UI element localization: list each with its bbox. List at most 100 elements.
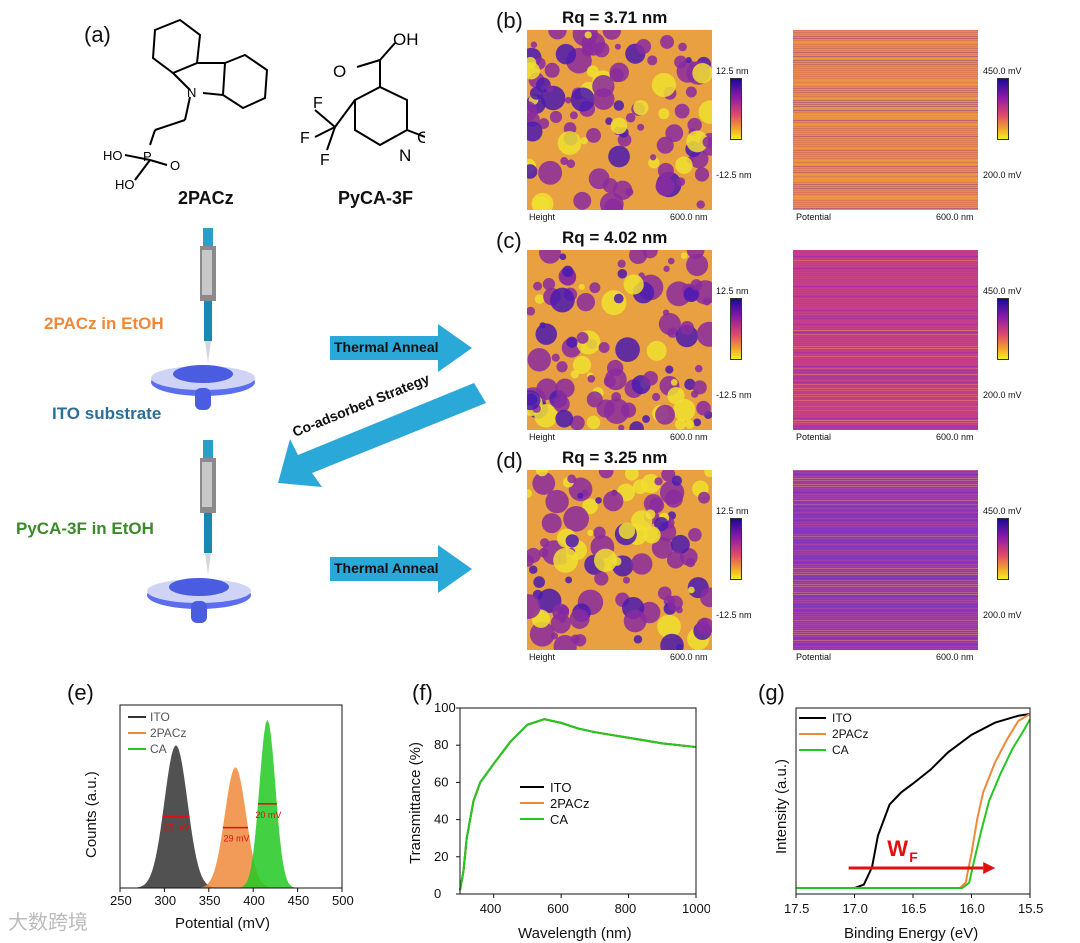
- y-axis-label: Intensity (a.u.): [773, 759, 790, 854]
- height-map-grain: [549, 110, 563, 124]
- height-map-grain: [618, 424, 625, 430]
- height-map-grain: [546, 85, 554, 93]
- height-map-grain: [532, 472, 556, 495]
- watermark: 大数跨境: [8, 912, 88, 934]
- height-map-grain: [540, 85, 566, 111]
- potential-map-line: [793, 530, 978, 531]
- height-map-grain: [535, 323, 558, 345]
- potential-map-line: [793, 70, 978, 71]
- colorbar-max: 12.5 nm: [716, 286, 749, 296]
- potential-map-line: [793, 180, 978, 181]
- potential-map-line: [793, 524, 978, 525]
- potential-map-line: [793, 208, 978, 209]
- distribution-ITO: [120, 745, 342, 888]
- height-map-grain: [680, 252, 688, 259]
- potential-map-line: [793, 168, 978, 169]
- legend-label: 2PACz: [150, 726, 186, 740]
- height-map-grain: [559, 253, 567, 261]
- potential-map-line: [793, 642, 978, 643]
- height-map-grain: [612, 556, 622, 566]
- y-axis-label: Transmittance (%): [407, 742, 424, 864]
- height-map-grain: [622, 576, 630, 584]
- potential-map-line: [793, 378, 978, 379]
- potential-map-bg: [793, 30, 978, 210]
- arrow-anneal-1: [330, 324, 472, 372]
- potential-map-line: [793, 42, 978, 43]
- potential-map-line: [793, 488, 978, 489]
- potential-map-line: [793, 82, 978, 83]
- potential-map-line: [793, 150, 978, 151]
- legend-label: 2PACz: [832, 727, 868, 741]
- height-map-grain: [593, 526, 606, 539]
- x-tick-label: 450: [288, 893, 310, 908]
- height-map-grain: [527, 390, 541, 411]
- step-ito-label: ITO substrate: [52, 404, 162, 423]
- potential-map-line: [793, 606, 978, 607]
- height-map-grain: [673, 398, 696, 422]
- height-map-grain: [696, 400, 711, 416]
- wf-label-sub: F: [909, 849, 918, 865]
- height-caption: Height: [529, 212, 556, 222]
- height-map-grain: [566, 159, 576, 169]
- potential-map-line: [793, 612, 978, 613]
- potential-map-line: [793, 202, 978, 203]
- potential-map-line: [793, 124, 978, 125]
- height-map-grain: [573, 634, 587, 647]
- height-map-grain: [592, 88, 615, 110]
- potential-map-line: [793, 292, 978, 293]
- height-map-grain: [624, 470, 639, 481]
- height-map-grain: [527, 62, 540, 80]
- atom-o: O: [170, 158, 180, 173]
- potential-map-line: [793, 84, 978, 85]
- x-tick-label: 250: [110, 893, 132, 908]
- height-map-grain: [611, 392, 622, 402]
- height-map-grain: [685, 57, 692, 64]
- potential-map-line: [793, 264, 978, 265]
- potential-map-line: [793, 402, 978, 403]
- potential-map-line: [793, 424, 978, 425]
- colorbar-max: 12.5 nm: [716, 66, 749, 76]
- x-tick-label: 17.5: [784, 901, 809, 916]
- legend-label: ITO: [832, 711, 852, 725]
- colorbar: [997, 78, 1009, 140]
- panel-g-label: (g): [758, 680, 785, 705]
- height-map-grain: [694, 364, 703, 373]
- atom-n: N: [187, 85, 196, 100]
- atom-f3: F: [320, 152, 330, 169]
- potential-map-line: [793, 170, 978, 171]
- height-map-grain: [623, 609, 647, 633]
- potential-map-line: [793, 352, 978, 353]
- potential-map-line: [793, 518, 978, 519]
- height-map-grain: [577, 492, 584, 499]
- legend-label: ITO: [550, 780, 571, 795]
- scan-size: 600.0 nm: [936, 652, 974, 662]
- chart-g-ups: 17.5 17.0 16.5 16.0 15.5 Binding Energy (eV) I…: [773, 707, 1043, 942]
- height-map-grain: [555, 43, 577, 65]
- potential-map-line: [793, 94, 978, 95]
- colorbar: [730, 298, 742, 360]
- height-map-grain: [642, 415, 650, 423]
- potential-map-line: [793, 100, 978, 101]
- height-map-grain: [578, 283, 585, 291]
- colorbar: [997, 298, 1009, 360]
- potential-caption: Potential: [796, 432, 832, 442]
- height-map-grain: [529, 621, 555, 647]
- potential-map-line: [793, 580, 978, 581]
- chart-f-transmittance: 400 600 800 1000 0 20 40 60 80 100 Wavelength (nm)…: [407, 700, 710, 942]
- height-caption: Height: [529, 432, 556, 442]
- potential-map-line: [793, 204, 978, 205]
- height-map-grain: [670, 379, 678, 386]
- potential-map-line: [793, 514, 978, 515]
- height-map-grain: [671, 475, 683, 486]
- potential-map-line: [793, 140, 978, 141]
- potential-map-line: [793, 426, 978, 427]
- potential-map-line: [793, 610, 978, 611]
- potential-map-line: [793, 560, 978, 561]
- colorbar-max: 450.0 mV: [983, 286, 1022, 296]
- potential-map-line: [793, 368, 978, 369]
- height-map-grain: [663, 265, 670, 272]
- height-map-grain: [610, 117, 628, 135]
- potential-map-line: [793, 590, 978, 591]
- height-map-grain: [687, 586, 695, 594]
- height-map-grain: [538, 160, 563, 185]
